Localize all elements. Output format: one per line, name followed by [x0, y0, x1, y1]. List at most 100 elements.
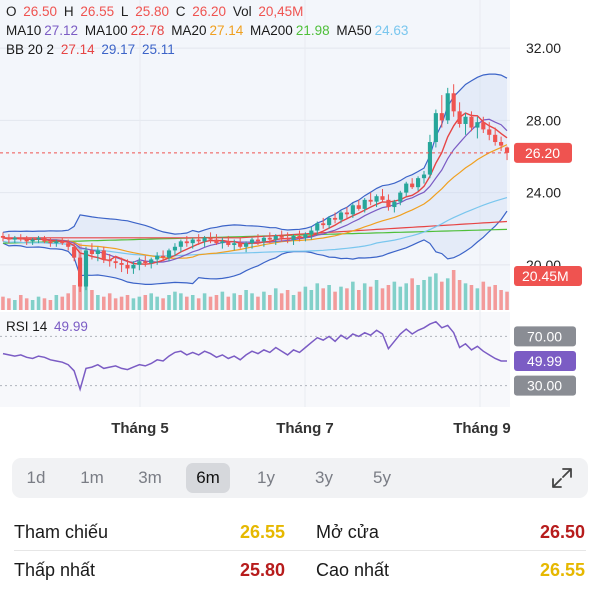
volume-bar	[351, 281, 355, 310]
ma200-label: MA200	[250, 23, 293, 38]
low-stat-label: Thấp nhất	[14, 560, 96, 580]
volume-bar	[451, 270, 456, 310]
price-tick-label: 24.00	[526, 185, 561, 201]
candle-body	[196, 239, 201, 242]
candle-body	[12, 237, 17, 240]
candle-body	[499, 142, 504, 146]
high-label: H	[63, 4, 74, 19]
volume-bar	[404, 283, 408, 310]
volume-bar	[60, 296, 65, 310]
candle-body	[155, 255, 160, 260]
volume-bar	[457, 280, 462, 310]
volume-bar	[463, 283, 468, 310]
candle-body	[421, 174, 427, 179]
volume-bar	[374, 280, 379, 310]
bollinger-fill	[3, 74, 507, 285]
volume-bar	[309, 290, 314, 310]
volume-bar	[285, 290, 290, 310]
current-price-tag	[514, 142, 572, 163]
volume-bar	[30, 300, 35, 310]
time-axis-label: Tháng 5	[111, 420, 169, 437]
candle-body	[89, 250, 94, 255]
candle-body	[285, 237, 290, 240]
ma20-value: 27.14	[209, 23, 244, 38]
ma50-label: MA50	[336, 23, 372, 38]
candle-body	[463, 116, 468, 124]
rsi-upper-tag-label: 70.00	[527, 328, 562, 344]
range-button-3m[interactable]: 3m	[138, 468, 162, 487]
range-button-5y[interactable]: 5y	[373, 468, 391, 487]
high-value: 26.55	[80, 4, 115, 19]
candle-body	[6, 237, 11, 240]
candle-body	[273, 235, 278, 240]
volume-bar	[125, 295, 130, 310]
range-button-1d[interactable]: 1d	[26, 468, 46, 487]
volume-bar	[173, 291, 177, 310]
volume-bar	[196, 298, 201, 310]
high-stat-value: 26.55	[539, 560, 585, 580]
volume-bar	[161, 298, 165, 310]
volume-bar	[368, 286, 373, 310]
range-selector: 1d 1m 3m 6m 1y 3y 5y	[12, 458, 588, 498]
candle-body	[362, 199, 367, 209]
volume-bar	[327, 285, 331, 310]
candle-body	[149, 259, 154, 264]
candle-body	[445, 93, 450, 121]
candle-body	[410, 183, 415, 188]
candle-body	[457, 111, 462, 124]
candle-body	[214, 239, 219, 244]
ma20-line	[2, 144, 508, 259]
price-chart[interactable]: 32.00 28.00 24.00 20.00 26.20 20.45M 70.00 49.9…	[0, 0, 600, 445]
ma200-value: 21.98	[295, 23, 330, 38]
volume-bar	[131, 298, 136, 310]
volume-bar	[13, 300, 17, 310]
candle-body	[190, 239, 195, 244]
range-button-1m[interactable]: 1m	[80, 468, 104, 487]
volume-bar	[202, 293, 207, 310]
ma-row: MA10 27.12 MA100 22.78 MA20 27.14 MA200 21.9…	[6, 23, 411, 39]
volume-bar	[24, 298, 29, 310]
candle-body	[374, 196, 379, 202]
expand-icon[interactable]	[550, 466, 574, 490]
low-label: L	[120, 4, 129, 19]
candle-body	[309, 230, 314, 235]
volume-bar	[36, 296, 41, 310]
candle-body	[24, 239, 29, 242]
bollinger-upper-line	[2, 73, 508, 235]
volume-bar	[303, 286, 308, 310]
candle-body	[504, 147, 510, 153]
range-button-3y[interactable]: 3y	[315, 468, 333, 487]
volume-bar	[1, 296, 5, 310]
candle-body	[303, 234, 308, 238]
chart-canvas[interactable]: 32.0028.0024.0020.0026.2020.45M70.0049.9…	[0, 0, 600, 445]
candle-body	[332, 217, 338, 220]
rsi-current-tag	[514, 351, 576, 372]
bb-upper-value: 27.14	[60, 42, 95, 57]
rsi-lower-tag	[514, 375, 576, 396]
volume-bar	[499, 290, 503, 310]
range-button-6m[interactable]: 6m	[186, 463, 230, 493]
ref-label: Tham chiếu	[14, 522, 109, 542]
volume-bar	[291, 295, 296, 310]
candle-body	[232, 243, 237, 245]
volume-bar	[179, 293, 183, 310]
volume-bar	[362, 283, 367, 310]
volume-value: 20,45M	[258, 4, 304, 19]
ma100-line	[3, 220, 508, 239]
candle-body	[368, 199, 373, 202]
ma100-value: 22.78	[130, 23, 165, 38]
volume-bar	[66, 293, 70, 310]
volume-bar	[339, 286, 343, 310]
volume-bar	[380, 288, 385, 310]
volume-bar	[410, 278, 414, 310]
candle-body	[125, 264, 130, 269]
volume-bar	[279, 293, 284, 310]
volume-bar	[185, 296, 189, 310]
candle-body	[297, 235, 302, 238]
candle-body	[60, 241, 65, 244]
range-button-1y[interactable]: 1y	[257, 468, 275, 487]
volume-bar	[422, 280, 426, 310]
candle-body	[279, 235, 284, 238]
low-stat-value: 25.80	[239, 560, 285, 580]
volume-bar	[345, 288, 349, 310]
